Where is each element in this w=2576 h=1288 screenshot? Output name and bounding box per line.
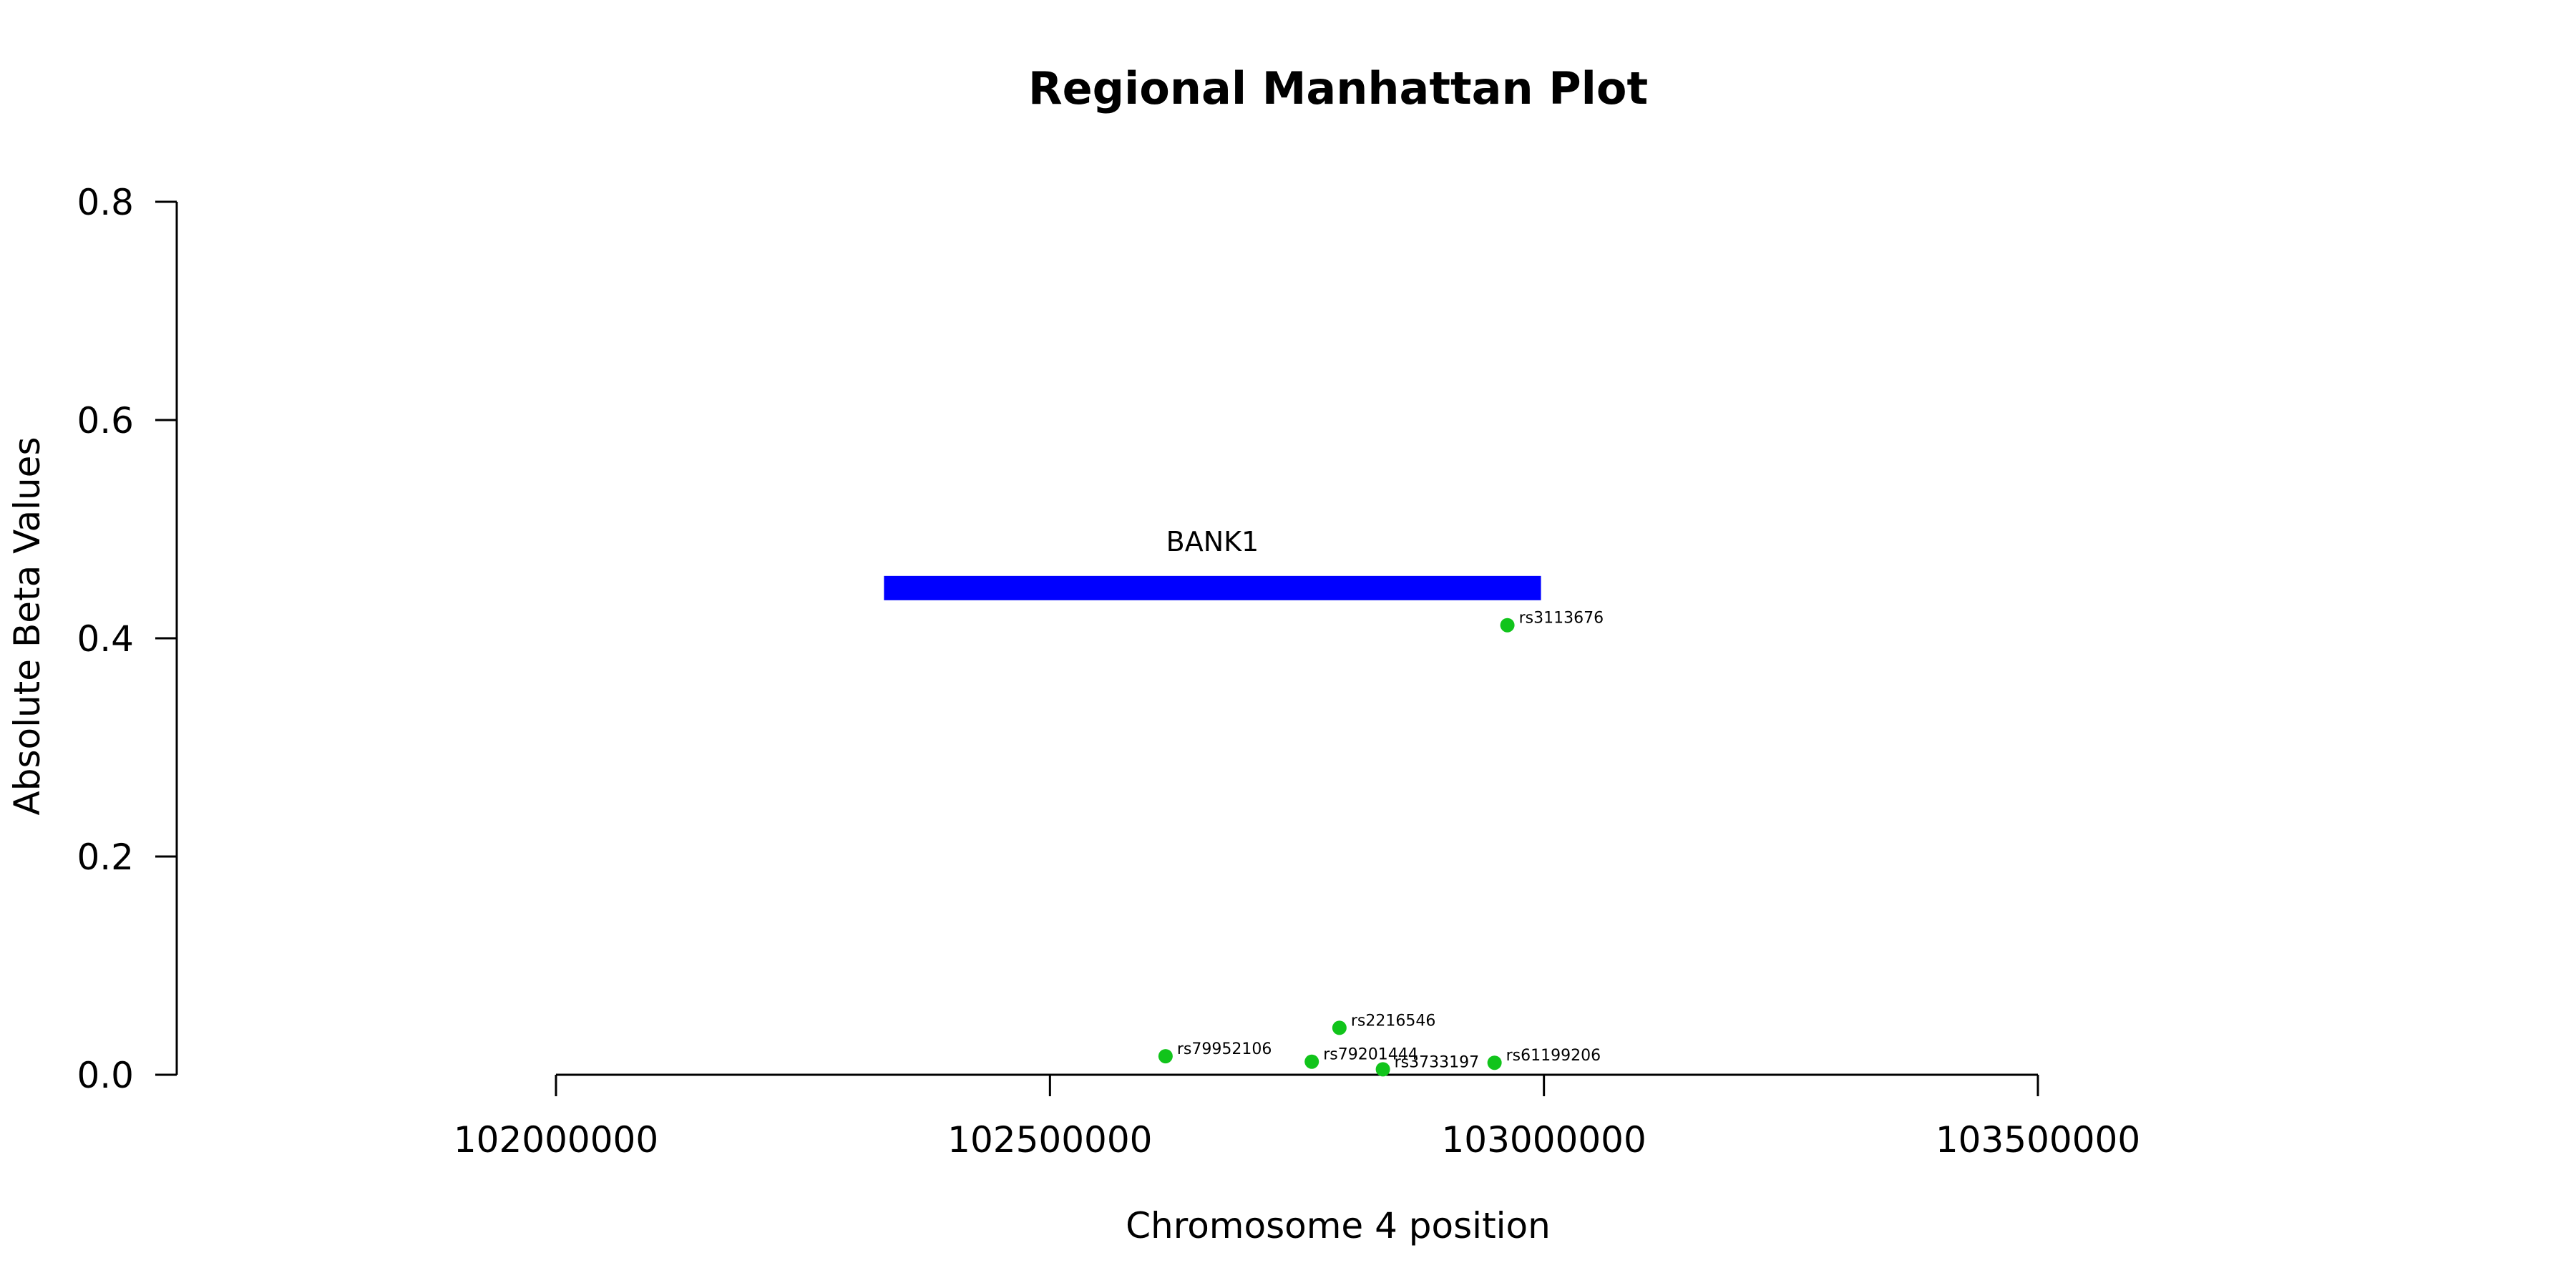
axes: 0.0 0.2 0.4 0.6 0.8 102000000 102500000 1030000… <box>77 182 2140 1161</box>
snp-label: rs3733197 <box>1395 1053 1480 1071</box>
snp-label: rs79201444 <box>1323 1046 1418 1064</box>
snp-label: rs61199206 <box>1506 1047 1601 1065</box>
snp-label: rs79952106 <box>1177 1040 1272 1058</box>
x-tick-label: 103000000 <box>1442 1119 1646 1161</box>
x-axis-label: Chromosome 4 position <box>1126 1205 1551 1246</box>
snp-point <box>1304 1054 1319 1069</box>
snp-point <box>1158 1049 1173 1064</box>
gene-tracks: BANK1 <box>884 526 1541 600</box>
y-tick-label: 0.4 <box>77 618 134 660</box>
snp-point <box>1332 1020 1347 1035</box>
chart-title: Regional Manhattan Plot <box>1028 62 1648 114</box>
snp-label: rs2216546 <box>1351 1012 1436 1030</box>
gene-bar <box>884 575 1541 600</box>
y-tick-label: 0.6 <box>77 400 134 441</box>
gene-label: BANK1 <box>1166 526 1259 557</box>
y-tick-label: 0.8 <box>77 182 134 223</box>
x-tick-label: 102000000 <box>454 1119 658 1161</box>
snp-point <box>1500 618 1515 633</box>
y-tick-label: 0.0 <box>77 1055 134 1096</box>
y-tick-label: 0.2 <box>77 836 134 878</box>
snp-label: rs3113676 <box>1519 610 1604 628</box>
x-tick-label: 102500000 <box>947 1119 1152 1161</box>
snp-point <box>1487 1055 1502 1070</box>
snp-point <box>1375 1062 1390 1077</box>
x-tick-label: 103500000 <box>1936 1119 2140 1161</box>
y-axis-label: Absolute Beta Values <box>6 437 48 816</box>
